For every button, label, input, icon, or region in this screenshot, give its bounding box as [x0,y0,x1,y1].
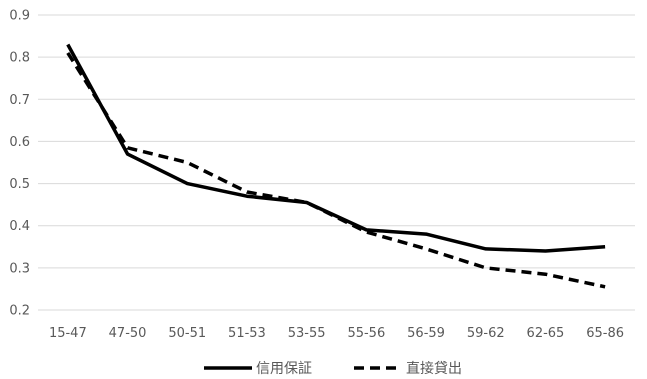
grid-lines [38,14,635,311]
series-line-1 [66,43,606,253]
x-axis-tick-labels: 15-47 47-50 50-51 51-53 53-55 55-56 56-59 59-62… [49,326,624,341]
legend: 信用保証 直接貸出 [204,360,462,377]
x-tick-label: 15-47 [49,326,87,341]
y-tick-label: 0.6 [9,135,30,150]
x-tick-label: 50-51 [168,326,206,341]
x-tick-label: 53-55 [288,326,326,341]
x-tick-label: 62-65 [527,326,565,341]
y-tick-label: 0.8 [9,51,30,66]
y-tick-label: 0.2 [9,304,30,319]
legend-label-series-1: 信用保証 [256,361,312,377]
legend-label-series-2: 直接貸出 [406,360,462,377]
y-axis-tick-labels: 0.2 0.3 0.4 0.5 0.6 0.7 0.8 0.9 [9,9,30,319]
series-lines [66,43,606,289]
y-tick-label: 0.4 [9,219,30,234]
x-tick-label: 56-59 [407,326,445,341]
x-tick-label: 59-62 [467,326,505,341]
x-tick-label: 65-86 [586,326,624,341]
y-tick-label: 0.7 [9,93,30,108]
y-tick-label: 0.9 [9,9,30,24]
x-tick-label: 47-50 [109,326,147,341]
y-tick-label: 0.3 [9,261,30,276]
y-tick-label: 0.5 [9,177,30,192]
x-tick-label: 51-53 [228,326,266,341]
x-tick-label: 55-56 [347,326,385,341]
